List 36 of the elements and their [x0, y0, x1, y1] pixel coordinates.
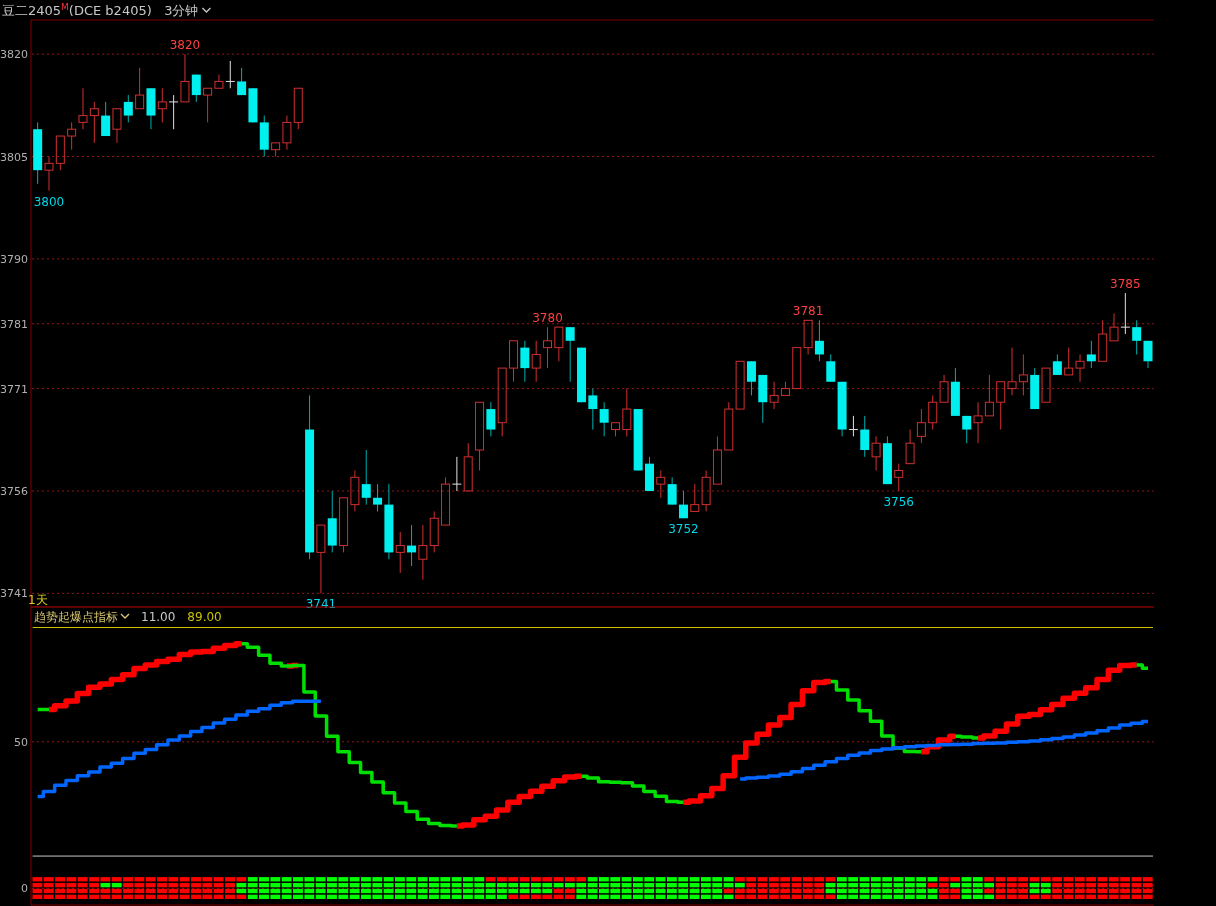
y-tick-label: 3805: [0, 150, 28, 164]
y-tick-label: 3781: [0, 317, 28, 331]
bar: [984, 877, 995, 882]
y-tick-label: 3771: [0, 382, 28, 396]
bar: [508, 894, 519, 900]
ref-line-label: 11.00: [141, 610, 176, 624]
text: 3785: [1110, 277, 1141, 292]
bar: [100, 882, 111, 888]
text: 3741: [305, 597, 337, 612]
bar: [950, 882, 961, 888]
bar: [236, 888, 247, 894]
bar: [1040, 888, 1051, 894]
text: 3800: [33, 194, 65, 209]
text: 3820: [169, 38, 201, 53]
bar: [236, 882, 247, 888]
text: 3752: [668, 522, 699, 537]
y-tick-label: 0: [21, 882, 28, 896]
y-tick-label: 3790: [0, 252, 28, 266]
text: 3756: [883, 494, 915, 509]
bar: [972, 888, 983, 894]
annotation: 1天: [28, 593, 48, 607]
text: 3781: [792, 304, 824, 319]
y-tick-label: 3741: [0, 587, 28, 601]
bar: [1040, 882, 1051, 888]
bar: [1142, 877, 1153, 882]
chart-title: 趋势起爆点指标: [34, 610, 118, 624]
bar: [111, 882, 122, 888]
bar: [734, 882, 745, 888]
bar: [576, 888, 587, 894]
text: 3780: [532, 311, 563, 326]
bar: [1142, 894, 1153, 900]
chart-title: 豆二2405$^{M}$(DCE b2405) 3分钟: [2, 2, 199, 19]
y-tick-label: 3820: [0, 48, 28, 62]
y-tick-label: 3756: [0, 484, 28, 498]
y-tick-label: 50: [14, 735, 28, 749]
ref-line-label: 89.00: [187, 610, 222, 624]
